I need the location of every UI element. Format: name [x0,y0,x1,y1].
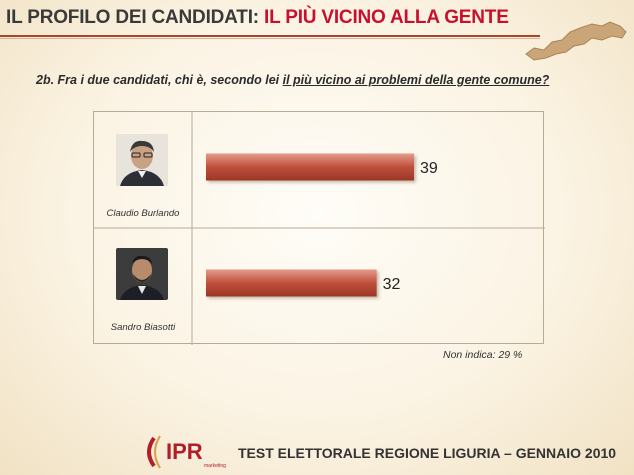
svg-text:marketing: marketing [204,463,226,469]
bar-value-label-1: 32 [383,276,401,293]
ipr-logo: IPR marketing [147,435,226,469]
footnote-non-indica: Non indica: 29 % [443,349,523,361]
bar-1 [206,269,377,297]
bar-chart: 39 32 Claudio Burlando Sandro Biasotti [93,111,545,345]
title-underline-thin [0,38,540,39]
question-prefix: 2b. Fra i due candidati, chi è, secondo … [36,73,283,87]
candidate-label-biasotti: Sandro Biasotti [110,322,176,333]
candidate-label-burlando: Claudio Burlando [106,208,180,219]
title-part-1: IL PROFILO DEI CANDIDATI: [6,7,259,28]
header-bar: IL PROFILO DEI CANDIDATI: IL PIÙ VICINO … [0,0,634,34]
question-underlined: il più vicino ai problemi della gente co… [282,73,550,87]
liguria-map-icon [525,21,627,61]
footer-title: TEST ELETTORALE REGIONE LIGURIA – GENNAI… [238,445,617,461]
title-underline [0,35,540,37]
page-title: IL PROFILO DEI CANDIDATI: IL PIÙ VICINO … [6,7,509,29]
bar-value-label-0: 39 [420,160,438,177]
title-part-2: IL PIÙ VICINO ALLA GENTE [264,7,509,28]
question-text: 2b. Fra i due candidati, chi è, secondo … [36,73,549,87]
svg-text:IPR: IPR [166,439,203,464]
chart-svg: 39 32 [94,112,545,345]
candidate-photo-burlando [116,134,168,186]
candidate-photo-biasotti [116,248,168,300]
bar-0 [206,153,414,181]
